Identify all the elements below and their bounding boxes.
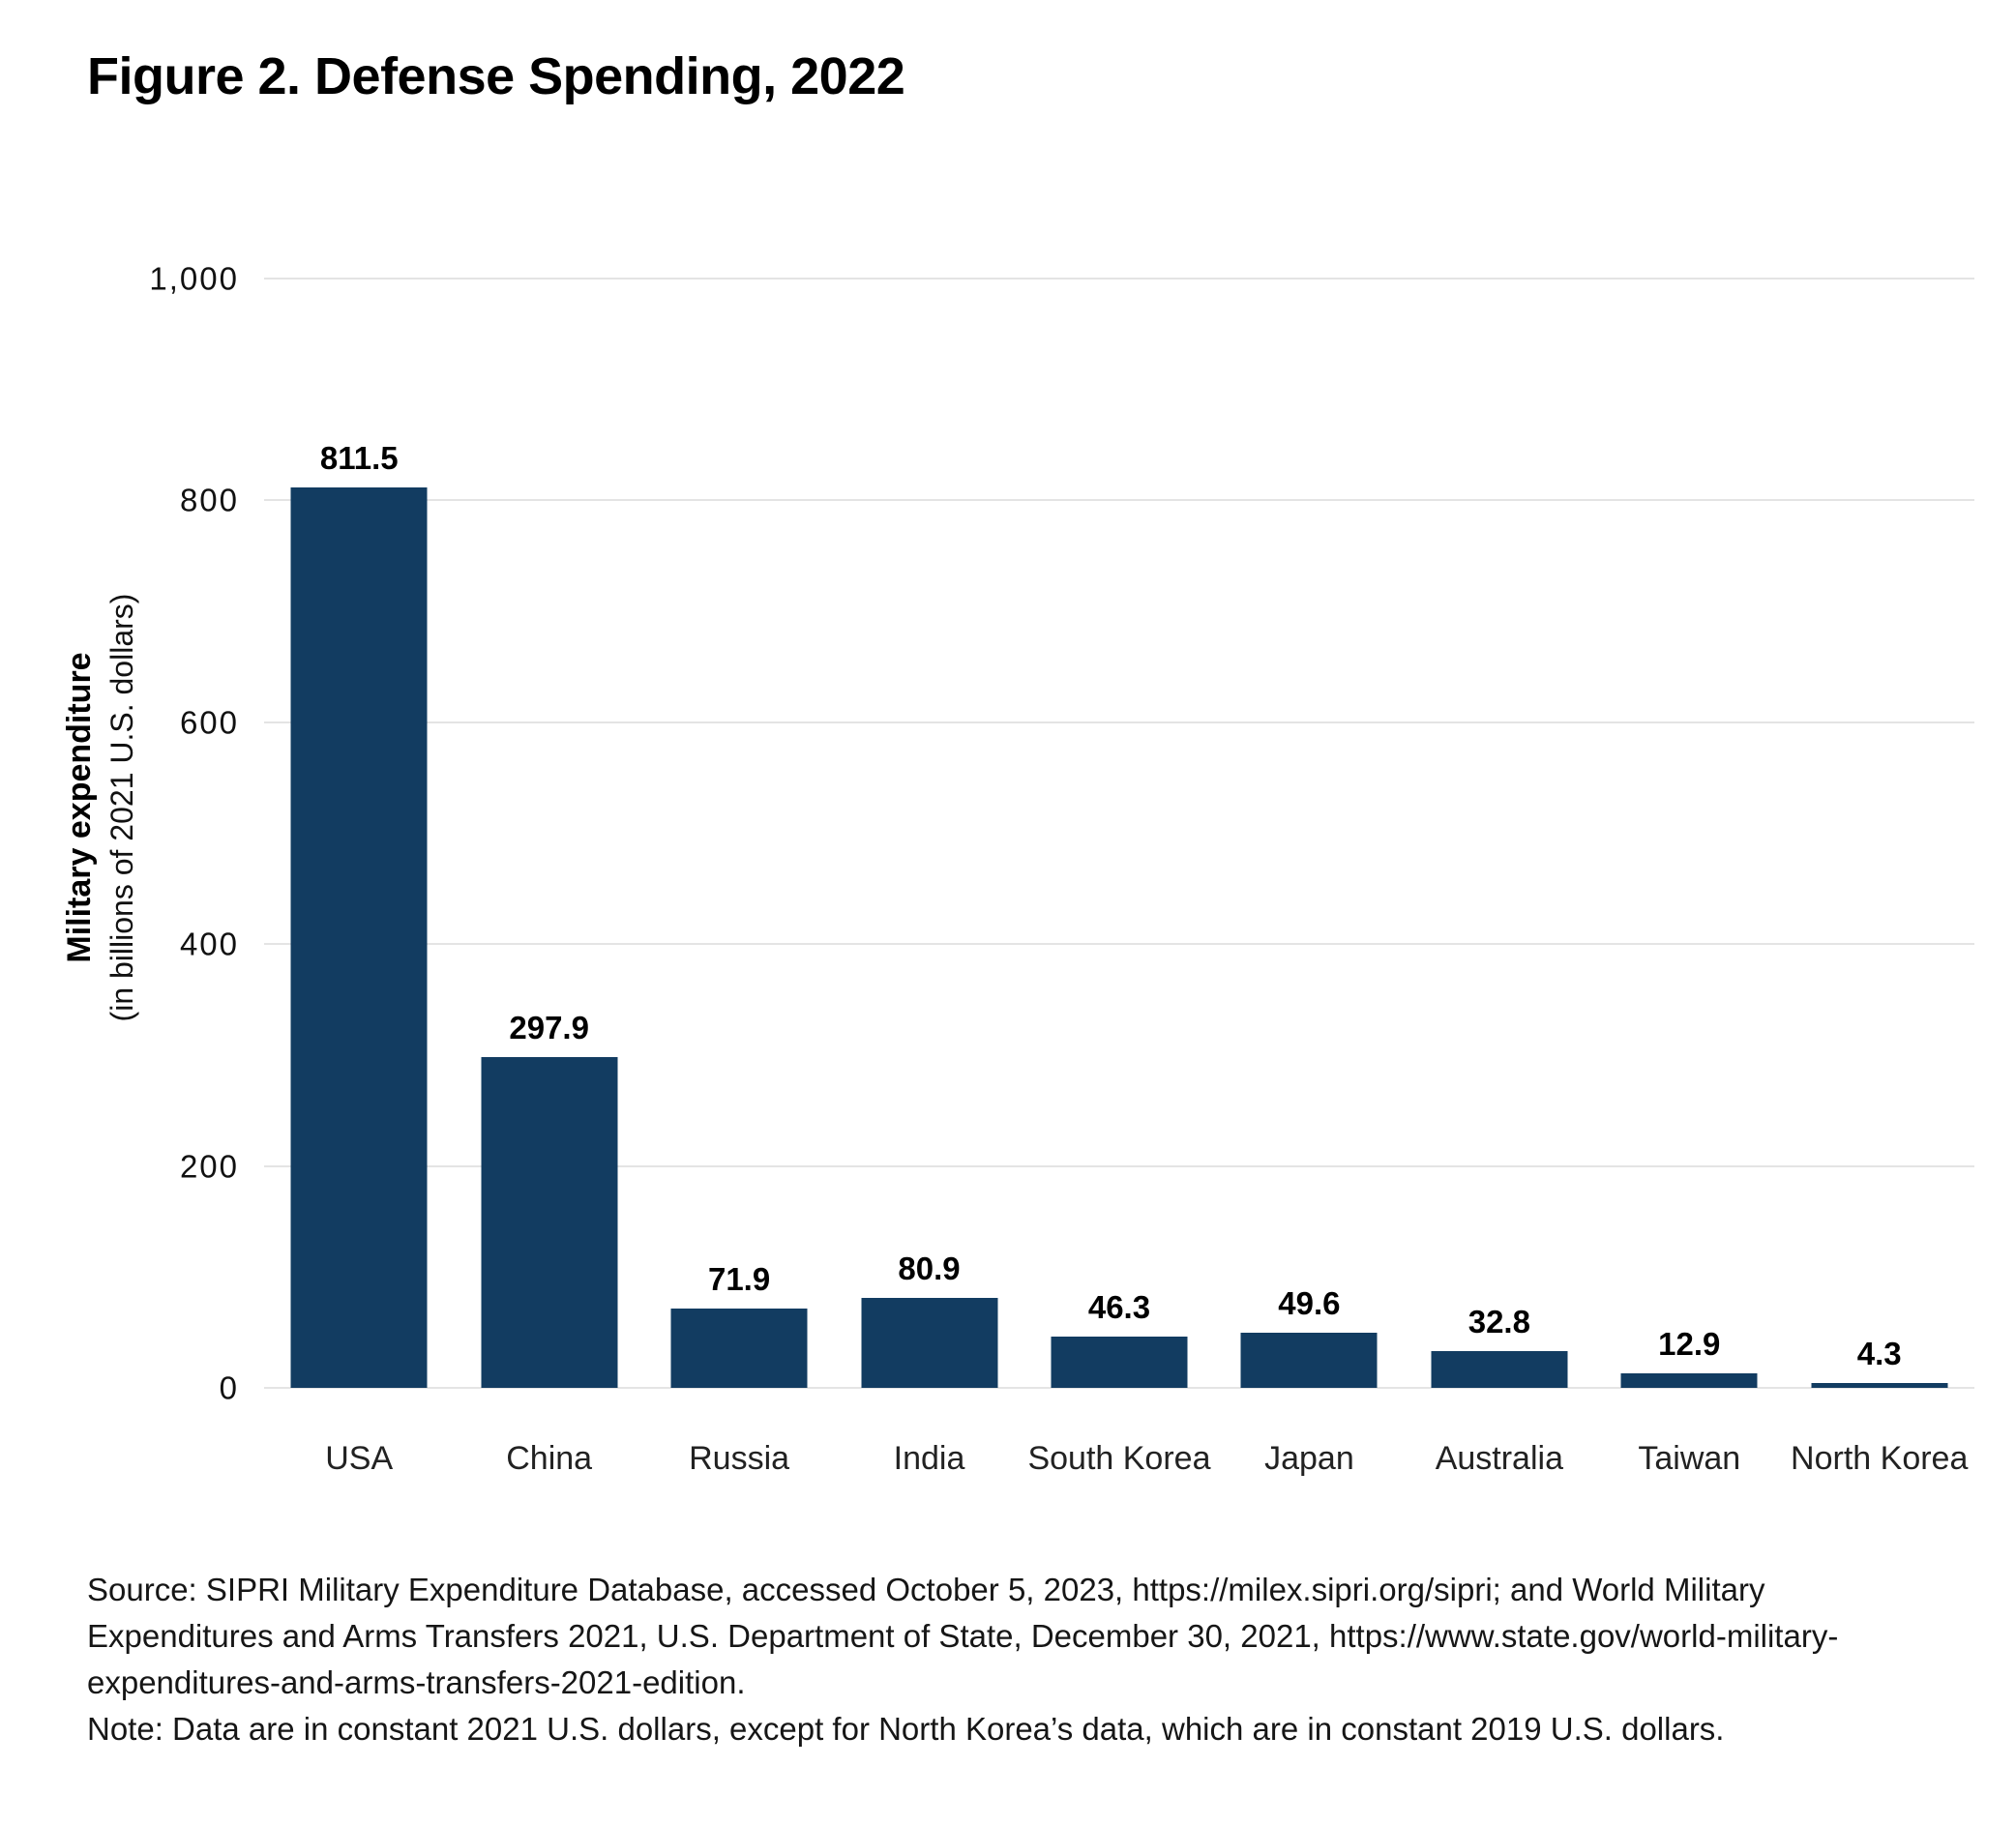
gridline-1000 bbox=[264, 278, 1974, 280]
bars: 811.5 USA 297.9 China 71.9 Russia 80.9 India 46.… bbox=[264, 279, 1974, 1475]
bar-japan bbox=[1240, 1333, 1378, 1388]
x-category-label-north-korea: North Korea bbox=[1791, 1440, 1969, 1477]
bar-value-japan: 49.6 bbox=[1278, 1285, 1341, 1322]
x-category-label-south-korea: South Korea bbox=[1027, 1440, 1211, 1477]
bar-value-taiwan: 12.9 bbox=[1658, 1326, 1721, 1363]
y-tick-label-800: 800 bbox=[179, 482, 239, 518]
source-line-3: expenditures-and-arms-transfers-2021-edi… bbox=[87, 1664, 746, 1700]
plot-area: 0 200 400 600 800 1,000 811.5 USA 297.9 China 71.… bbox=[149, 263, 1974, 1475]
bar-value-north-korea: 4.3 bbox=[1856, 1336, 1902, 1372]
figure-title: Figure 2. Defense Spending, 2022 bbox=[87, 47, 905, 105]
gridline-800 bbox=[264, 499, 1974, 502]
gridline-600 bbox=[264, 721, 1974, 723]
bar-slot-japan: 49.6 Japan bbox=[1214, 279, 1404, 1475]
y-axis-title: Military expenditure (in billions of 202… bbox=[58, 594, 143, 1022]
y-axis-title-units: (in billions of 2021 U.S. dollars) bbox=[104, 593, 139, 1022]
note-line: Note: Data are in constant 2021 U.S. dol… bbox=[87, 1711, 1725, 1747]
bar-russia bbox=[670, 1308, 808, 1388]
x-category-label-usa: USA bbox=[325, 1440, 394, 1477]
bar-slot-usa: 811.5 USA bbox=[264, 279, 454, 1475]
source-note-block: Source: SIPRI Military Expenditure Datab… bbox=[87, 1567, 1838, 1752]
bar-slot-australia: 32.8 Australia bbox=[1405, 279, 1594, 1475]
bar-india bbox=[861, 1298, 998, 1388]
bar-slot-taiwan: 12.9 Taiwan bbox=[1594, 279, 1784, 1475]
x-category-label-australia: Australia bbox=[1435, 1440, 1563, 1477]
x-category-label-russia: Russia bbox=[689, 1440, 790, 1477]
y-tick-label-600: 600 bbox=[179, 704, 239, 741]
y-tick-label-1000: 1,000 bbox=[149, 260, 239, 297]
gridline-0 bbox=[264, 1387, 1974, 1389]
x-category-label-japan: Japan bbox=[1264, 1440, 1354, 1477]
source-line-2: Expenditures and Arms Transfers 2021, U.… bbox=[87, 1618, 1839, 1654]
bar-slot-india: 80.9 India bbox=[834, 279, 1023, 1475]
bar-south-korea bbox=[1051, 1336, 1188, 1388]
y-axis-title-main: Military expenditure bbox=[61, 652, 98, 963]
x-category-label-taiwan: Taiwan bbox=[1638, 1440, 1741, 1477]
bar-slot-south-korea: 46.3 South Korea bbox=[1024, 279, 1214, 1475]
bar-value-china: 297.9 bbox=[509, 1010, 589, 1046]
bar-china bbox=[481, 1057, 618, 1388]
source-line-1: Source: SIPRI Military Expenditure Datab… bbox=[87, 1572, 1765, 1607]
bar-value-south-korea: 46.3 bbox=[1087, 1288, 1151, 1325]
x-category-label-india: India bbox=[893, 1440, 965, 1477]
bar-slot-north-korea: 4.3 North Korea bbox=[1785, 279, 1974, 1475]
y-tick-label-0: 0 bbox=[219, 1369, 239, 1406]
bar-value-russia: 71.9 bbox=[707, 1260, 771, 1297]
bar-north-korea bbox=[1811, 1383, 1948, 1388]
bar-australia bbox=[1431, 1351, 1568, 1388]
bar-value-australia: 32.8 bbox=[1468, 1304, 1530, 1340]
bar-taiwan bbox=[1620, 1373, 1758, 1388]
gridline-200 bbox=[264, 1164, 1974, 1167]
y-tick-label-400: 400 bbox=[179, 926, 239, 962]
bar-usa bbox=[290, 487, 428, 1388]
bar-slot-russia: 71.9 Russia bbox=[644, 279, 834, 1475]
bar-slot-china: 297.9 China bbox=[454, 279, 643, 1475]
bar-value-india: 80.9 bbox=[898, 1251, 961, 1287]
y-tick-label-200: 200 bbox=[179, 1148, 239, 1185]
x-category-label-china: China bbox=[506, 1440, 593, 1477]
gridline-400 bbox=[264, 943, 1974, 946]
bar-value-usa: 811.5 bbox=[319, 440, 399, 477]
